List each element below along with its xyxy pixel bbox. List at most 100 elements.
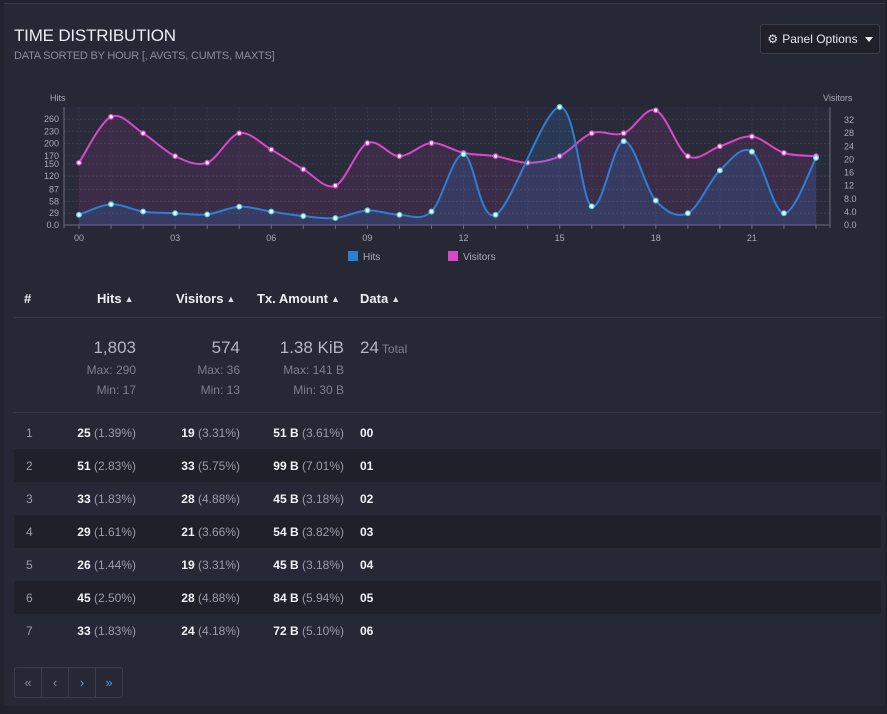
visitors-percent: (5.75%) — [197, 459, 240, 473]
summary-tx-max: Max: 141 B — [283, 363, 344, 377]
table-row[interactable]: 1 25 (1.39%) 19 (3.31%) 51 B (3.61%) 00 — [14, 416, 881, 449]
table-row[interactable]: 7 33 (1.83%) 24 (4.18%) 72 B (5.10%) 06 — [14, 614, 881, 647]
visitors-percent: (3.66%) — [197, 525, 240, 539]
tx-value: 45 B — [273, 492, 299, 506]
prev-page-button[interactable]: ‹ — [42, 668, 69, 697]
visitors-series-point — [300, 166, 307, 173]
data-cell: 00 — [360, 426, 374, 440]
visitors-series-area — [79, 109, 816, 225]
hits-series-point — [492, 211, 499, 218]
legend-visitors-label: Visitors — [463, 252, 496, 263]
visitors-series-point — [556, 153, 563, 160]
visitors-series-point — [236, 130, 243, 137]
hits-series-point — [364, 207, 371, 214]
hits-value: 33 — [77, 492, 91, 506]
hits-series-point — [300, 213, 307, 219]
visitors-value: 21 — [181, 525, 195, 539]
x-tick-label: 15 — [555, 233, 565, 243]
hits-series-point — [684, 210, 691, 217]
last-page-button[interactable]: » — [105, 675, 113, 690]
y-right-tick-label: 0.0 — [844, 220, 857, 230]
visitors-value: 19 — [181, 558, 195, 572]
summary-data-label: Total — [381, 342, 408, 356]
visitors-series-point — [76, 159, 82, 166]
table-row[interactable]: 3 33 (1.83%) 28 (4.88%) 45 B (3.18%) 02 — [14, 482, 881, 515]
table-row[interactable]: 6 45 (2.50%) 28 (4.88%) 84 B (5.94%) 05 — [14, 581, 881, 614]
y-left-tick-label: 29 — [49, 208, 59, 218]
hits-series-point — [428, 208, 435, 215]
table-row[interactable]: 5 26 (1.44%) 19 (3.31%) 45 B (3.18%) 04 — [14, 548, 881, 581]
tx-cell: 84 B (5.94%) — [273, 591, 344, 605]
data-cell: 05 — [360, 591, 374, 605]
visitors-value: 33 — [181, 459, 195, 473]
row-number: 5 — [26, 558, 33, 572]
summary-hits-total: 1,803 — [93, 338, 136, 357]
row-number: 1 — [26, 426, 33, 440]
visitors-percent: (4.88%) — [197, 591, 240, 605]
visitors-cell: 21 (3.66%) — [181, 525, 240, 539]
y-right-tick-label: 32 — [844, 115, 854, 125]
tx-percent: (3.18%) — [301, 492, 344, 506]
visitors-series-point — [364, 140, 371, 147]
hits-percent: (2.83%) — [93, 459, 136, 473]
row-number: 7 — [26, 624, 33, 638]
hits-cell: 51 (2.83%) — [77, 459, 136, 473]
hits-series-point — [396, 211, 403, 218]
panel-options-label: Panel Options — [782, 32, 858, 46]
y-left-tick-label: 260 — [44, 114, 59, 124]
tx-value: 45 B — [273, 558, 299, 572]
hits-series-point — [460, 151, 467, 158]
hits-series-point — [268, 208, 275, 215]
hits-series-point — [716, 167, 723, 174]
tx-cell: 99 B (7.01%) — [273, 459, 344, 473]
y-left-tick-label: 230 — [44, 126, 59, 136]
summary-hits-max: Max: 290 — [86, 363, 136, 377]
summary-hits-min: Min: 17 — [96, 383, 136, 397]
y-right-tick-label: 12 — [844, 181, 854, 191]
table-row[interactable]: 4 29 (1.61%) 21 (3.66%) 54 B (3.82%) 03 — [14, 515, 881, 548]
row-number: 3 — [26, 492, 33, 506]
hits-value: 26 — [77, 558, 91, 572]
legend-hits-swatch — [348, 251, 358, 261]
visitors-value: 24 — [181, 624, 195, 638]
hits-value: 45 — [77, 591, 91, 605]
plot-area — [64, 107, 830, 225]
panel-title: TIME DISTRIBUTION — [14, 26, 176, 45]
header-data-label: Data — [360, 291, 389, 306]
hits-percent: (1.83%) — [93, 492, 136, 506]
visitors-percent: (3.31%) — [197, 426, 240, 440]
table-row[interactable]: 2 51 (2.83%) 33 (5.75%) 99 B (7.01%) 01 — [14, 449, 881, 482]
hits-percent: (1.44%) — [93, 558, 136, 572]
header-visitors-label: Visitors — [176, 291, 224, 306]
x-tick-label: 21 — [747, 233, 757, 243]
header-data[interactable]: Data ▲ — [360, 291, 400, 306]
header-tx-amount[interactable]: Tx. Amount ▲︎ — [257, 291, 340, 306]
visitors-value: 28 — [181, 492, 195, 506]
first-page-button[interactable]: « — [15, 668, 42, 697]
tx-value: 51 B — [273, 426, 299, 440]
hits-series-point — [76, 211, 82, 218]
visitors-series-point — [204, 159, 211, 166]
tx-percent: (5.94%) — [301, 591, 344, 605]
data-cell: 01 — [360, 459, 374, 473]
hits-percent: (1.83%) — [93, 624, 136, 638]
y-right-tick-label: 8.0 — [844, 194, 857, 204]
next-page-button[interactable]: › — [69, 668, 96, 697]
hits-series-point — [748, 148, 755, 155]
visitors-series-point — [140, 130, 147, 137]
hits-cell: 25 (1.39%) — [77, 426, 136, 440]
panel-options-button[interactable]: ⚙ Panel Options — [760, 24, 880, 54]
y-left-tick-label: 120 — [44, 171, 59, 181]
visitors-series-point — [781, 149, 787, 156]
row-number: 4 — [26, 525, 33, 539]
hits-cell: 29 (1.61%) — [77, 525, 136, 539]
summary-visitors-total: 574 — [211, 338, 240, 357]
sort-asc-icon: ▲ — [391, 294, 401, 304]
y-left-tick-label: 58 — [49, 196, 59, 206]
header-hits[interactable]: Hits ▲︎ — [97, 291, 133, 306]
header-visitors[interactable]: Visitors ▲︎ — [176, 291, 235, 306]
visitors-series-point — [396, 153, 403, 160]
tx-cell: 45 B (3.18%) — [273, 492, 344, 506]
legend-hits-label: Hits — [363, 252, 380, 263]
hits-series-point — [652, 197, 659, 204]
